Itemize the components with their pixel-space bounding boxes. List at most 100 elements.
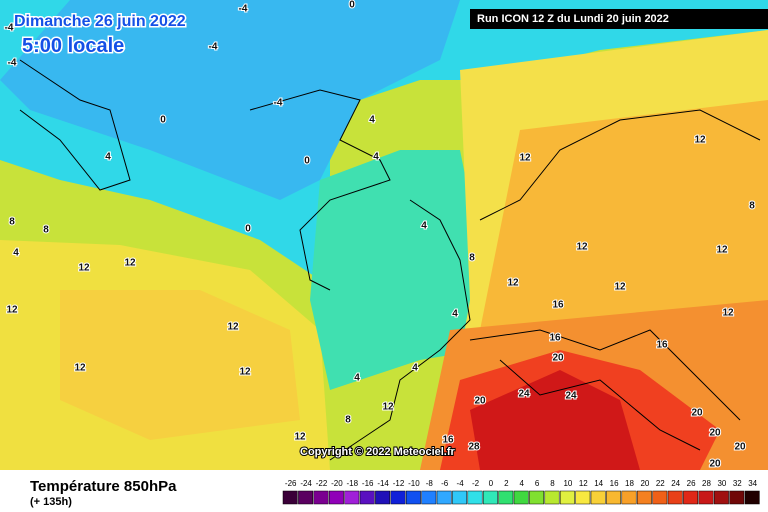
scale-swatch	[282, 490, 298, 505]
contour-label: 4	[412, 363, 418, 374]
contour-label: 8	[43, 225, 49, 236]
contour-label: 12	[239, 367, 251, 378]
contour-label: 0	[349, 0, 355, 11]
scale-label: -4	[457, 479, 465, 488]
color-scale: -26 -24 -22 -20 -18 -16 -14 -12 -10 -8 -6 -4 -2 0 2 4 6 8…	[282, 479, 760, 505]
contour-label: -4	[274, 98, 283, 109]
contour-label: -4	[239, 4, 248, 15]
copyright: Copyright © 2022 Meteociel.fr	[300, 446, 456, 458]
contour-label: 4	[369, 115, 375, 126]
contour-label: 16	[552, 300, 564, 311]
scale-label: -8	[426, 479, 434, 488]
contour-label: 4	[13, 248, 19, 259]
scale-swatch	[636, 490, 652, 505]
contour-label: 12	[78, 263, 90, 274]
scale-label: -14	[377, 479, 389, 488]
scale-label: 26	[687, 479, 696, 488]
scale-swatch	[328, 490, 344, 505]
scale-label: 32	[733, 479, 742, 488]
scale-label: 12	[579, 479, 588, 488]
scale-label: -20	[331, 479, 343, 488]
contour-label: 12	[576, 242, 588, 253]
date-label: Dimanche 26 juin 2022	[14, 13, 186, 30]
contour-label: 12	[716, 245, 728, 256]
contour-label: 0	[304, 156, 310, 167]
scale-swatch	[621, 490, 637, 505]
scale-swatch	[529, 490, 545, 505]
scale-label: 22	[656, 479, 665, 488]
scale-swatch	[729, 490, 745, 505]
scale-swatch	[606, 490, 622, 505]
scale-label: -16	[362, 479, 374, 488]
scale-label: -2	[472, 479, 480, 488]
contour-label: 4	[373, 152, 379, 163]
scale-swatch	[652, 490, 668, 505]
contour-label: 12	[614, 282, 626, 293]
scale-label: 14	[594, 479, 603, 488]
contour-label: 20	[734, 442, 746, 453]
contour-label: 4	[421, 221, 427, 232]
contour-label: 8	[469, 253, 475, 264]
contour-label: 20	[474, 396, 486, 407]
scale-swatch	[421, 490, 437, 505]
scale-swatch	[544, 490, 560, 505]
scale-label: -10	[408, 479, 420, 488]
run-box	[470, 9, 768, 29]
scale-label: 8	[550, 479, 555, 488]
contour-label: 24	[565, 391, 577, 402]
scale-swatch	[559, 490, 575, 505]
contour-label: 12	[382, 402, 394, 413]
contour-label: -4	[5, 23, 14, 34]
contour-label: 16	[549, 333, 561, 344]
contour-label: 20	[709, 459, 721, 470]
scale-label: 24	[671, 479, 680, 488]
contour-label: 12	[722, 308, 734, 319]
scale-swatch	[744, 490, 760, 505]
contour-label: 12	[227, 322, 239, 333]
contour-label: 8	[749, 201, 755, 212]
contour-label: 12	[294, 432, 306, 443]
scale-label: -18	[347, 479, 359, 488]
run-label: Run ICON 12 Z du Lundi 20 juin 2022	[477, 13, 669, 25]
scale-label: 28	[702, 479, 711, 488]
map-title: Température 850hPa	[30, 478, 177, 495]
contour-label: 8	[345, 415, 351, 426]
scale-label: 18	[625, 479, 634, 488]
contour-label: -4	[209, 42, 218, 53]
scale-swatch	[482, 490, 498, 505]
contour-label: 12	[507, 278, 519, 289]
contour-label: 8	[9, 217, 15, 228]
scale-swatch	[344, 490, 360, 505]
scale-label: 10	[563, 479, 572, 488]
contour-label: 12	[519, 153, 531, 164]
scale-swatch	[513, 490, 529, 505]
scale-label: 2	[504, 479, 509, 488]
contour-label: 12	[124, 258, 136, 269]
contour-label: 16	[656, 340, 668, 351]
scale-swatch	[452, 490, 468, 505]
scale-swatch	[298, 490, 314, 505]
contour-label: 24	[518, 389, 530, 400]
scale-label: 0	[489, 479, 494, 488]
scale-swatch	[590, 490, 606, 505]
contour-label: 12	[694, 135, 706, 146]
scale-label: 16	[610, 479, 619, 488]
contour-label: 4	[354, 373, 360, 384]
scale-swatch	[405, 490, 421, 505]
scale-swatch	[498, 490, 514, 505]
scale-swatch	[667, 490, 683, 505]
scale-label: 20	[640, 479, 649, 488]
contour-label: 4	[105, 152, 111, 163]
contour-label: 20	[691, 408, 703, 419]
scale-swatch	[390, 490, 406, 505]
time-label: 5:00 locale	[22, 35, 124, 57]
contour-label: 12	[74, 363, 86, 374]
scale-swatch	[436, 490, 452, 505]
scale-label: 6	[535, 479, 540, 488]
scale-label: -12	[393, 479, 405, 488]
scale-swatch	[375, 490, 391, 505]
scale-swatch	[698, 490, 714, 505]
scale-label: -24	[300, 479, 312, 488]
contour-labels: -4 0 -4 -4 -4 -4 0 4 4 4 0 0 12 12 8 8 8 4 4 8 12 12 12 12 12 12 1…	[4, 0, 757, 471]
